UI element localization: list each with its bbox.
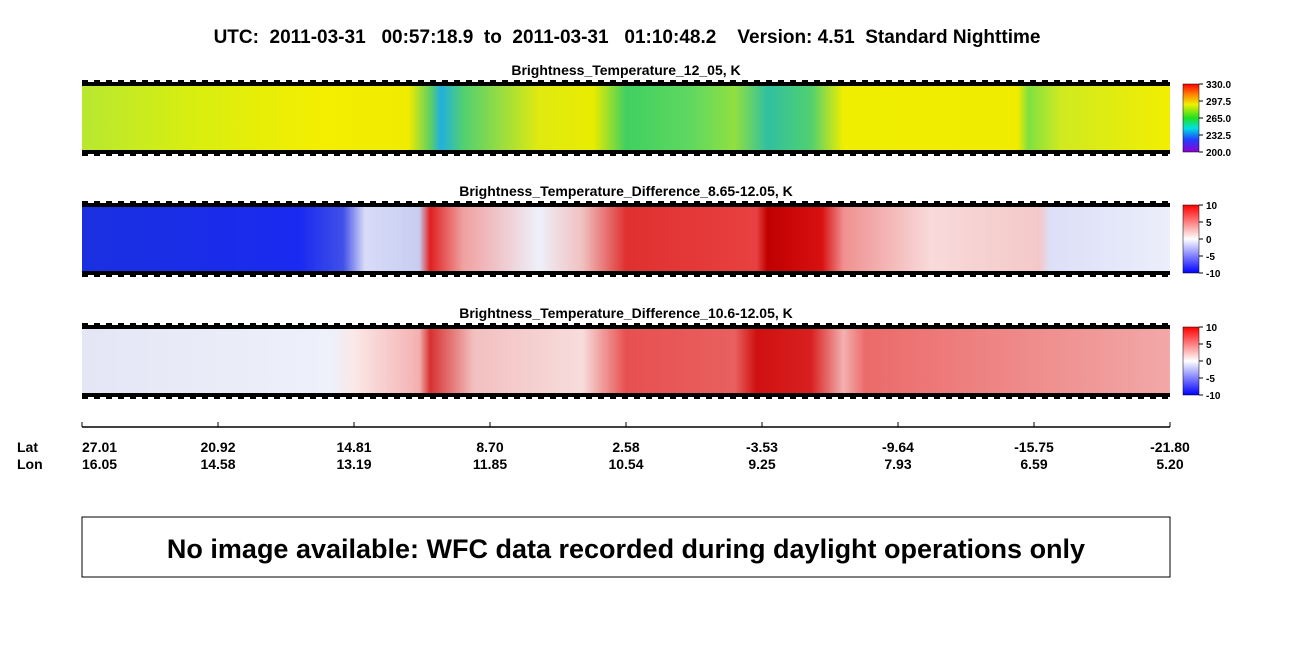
image-strip	[82, 84, 1170, 152]
axis-row-label: Lat	[17, 439, 38, 455]
lon-label: 6.59	[1020, 456, 1047, 472]
colorbar-tick-label: 5	[1206, 218, 1212, 229]
lat-label: -9.64	[882, 439, 914, 455]
colorbar-tick-label: -5	[1206, 252, 1215, 263]
panel-title: Brightness_Temperature_Difference_8.65-1…	[459, 183, 793, 199]
colorbar-tick-label: -5	[1206, 374, 1215, 385]
strip-edge	[82, 325, 1170, 329]
colorbar-tick-label: -10	[1206, 391, 1221, 402]
lon-label: 10.54	[608, 456, 643, 472]
lon-label: 5.20	[1156, 456, 1183, 472]
lat-label: 14.81	[336, 439, 371, 455]
lat-label: -21.80	[1150, 439, 1190, 455]
page-title: UTC: 2011-03-31 00:57:18.9 to 2011-03-31…	[214, 27, 1041, 48]
panel-title: Brightness_Temperature_12_05, K	[511, 62, 740, 78]
colorbar	[1182, 83, 1200, 153]
colorbar-tick-label: 232.5	[1206, 131, 1231, 142]
axis-row-label: Lon	[17, 456, 43, 472]
colorbar-tick-label: 10	[1206, 201, 1218, 212]
lon-label: 16.05	[82, 456, 117, 472]
colorbar-tick-label: 297.5	[1206, 97, 1231, 108]
strip-edge	[82, 393, 1170, 397]
colorbar-tick-label: -10	[1206, 269, 1221, 280]
colorbar-tick-label: 200.0	[1206, 148, 1231, 159]
strip-edge	[82, 82, 1170, 86]
lat-label: 2.58	[612, 439, 639, 455]
lat-label: 20.92	[200, 439, 235, 455]
strip-edge	[82, 203, 1170, 207]
colorbar-tick-label: 330.0	[1206, 80, 1231, 91]
message-box	[81, 516, 1171, 578]
colorbar-tick-label: 10	[1206, 323, 1218, 334]
lat-label: -3.53	[746, 439, 778, 455]
panel-title: Brightness_Temperature_Difference_10.6-1…	[459, 305, 793, 321]
image-strip	[82, 327, 1170, 395]
lat-label: -15.75	[1014, 439, 1054, 455]
lon-label: 13.19	[336, 456, 371, 472]
image-strip	[82, 205, 1170, 273]
lon-label: 11.85	[473, 456, 507, 472]
colorbar	[1182, 204, 1200, 274]
colorbar	[1182, 326, 1200, 396]
message: No image available: WFC data recorded du…	[167, 534, 1085, 564]
lon-label: 7.93	[884, 456, 911, 472]
lat-label: 8.70	[476, 439, 503, 455]
strip-edge	[82, 271, 1170, 275]
strip-edge	[82, 150, 1170, 154]
lon-label: 14.58	[200, 456, 235, 472]
colorbar-tick-label: 265.0	[1206, 114, 1231, 125]
lat-label: 27.01	[82, 439, 117, 455]
colorbar-tick-label: 5	[1206, 340, 1212, 351]
lon-label: 9.25	[748, 456, 775, 472]
colorbar-tick-label: 0	[1206, 235, 1212, 246]
colorbar-tick-label: 0	[1206, 357, 1212, 368]
